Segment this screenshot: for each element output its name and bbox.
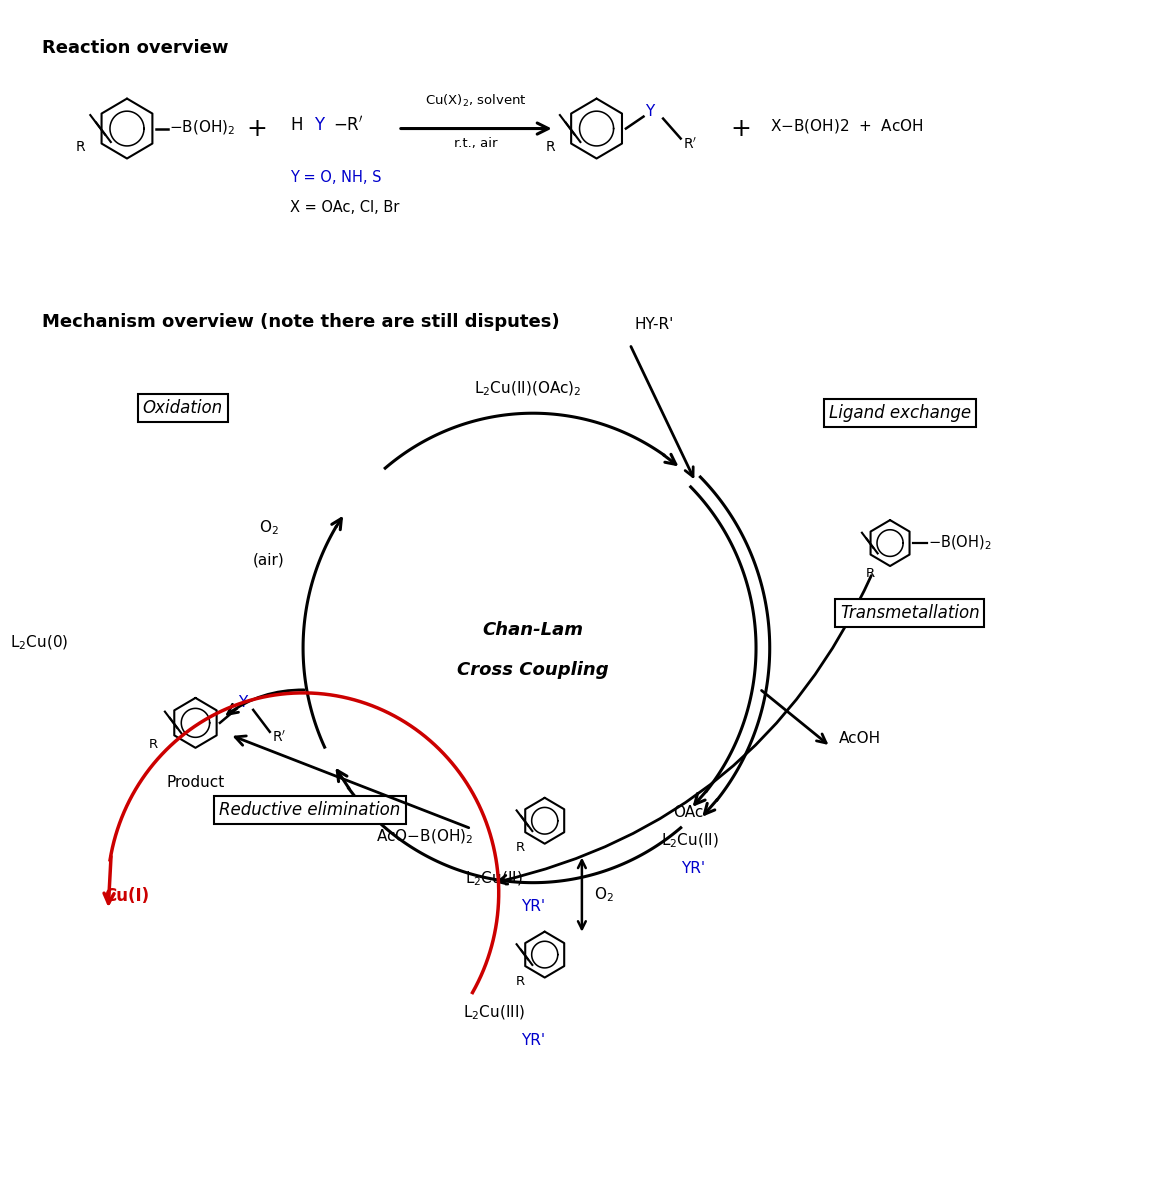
Text: Y: Y: [314, 115, 324, 133]
Text: Y = O, NH, S: Y = O, NH, S: [290, 170, 382, 186]
Text: Reaction overview: Reaction overview: [41, 38, 229, 56]
Text: Mechanism overview (note there are still disputes): Mechanism overview (note there are still…: [41, 314, 560, 332]
Text: Transmetallation: Transmetallation: [840, 604, 980, 622]
Text: L$_2$Cu(II)(OAc)$_2$: L$_2$Cu(II)(OAc)$_2$: [474, 380, 582, 398]
Text: Y: Y: [645, 104, 654, 119]
Text: O$_2$: O$_2$: [259, 519, 278, 538]
Text: Y: Y: [238, 695, 247, 710]
Text: R$'$: R$'$: [271, 731, 286, 745]
Text: L$_2$Cu(0): L$_2$Cu(0): [10, 634, 68, 652]
Text: R: R: [148, 738, 158, 751]
Text: $-$R$^\prime$: $-$R$^\prime$: [334, 115, 365, 134]
Text: R: R: [546, 139, 555, 153]
Text: +: +: [730, 116, 751, 140]
Text: L$_2$Cu(II): L$_2$Cu(II): [465, 870, 523, 888]
Text: O$_2$: O$_2$: [593, 885, 613, 904]
Text: $-$B(OH)$_2$: $-$B(OH)$_2$: [169, 119, 236, 137]
Text: +: +: [246, 116, 268, 140]
Text: R: R: [866, 567, 875, 580]
Text: Chan-Lam: Chan-Lam: [483, 621, 583, 639]
Text: AcOH: AcOH: [838, 731, 881, 746]
Text: R: R: [515, 841, 524, 854]
Text: Reductive elimination: Reductive elimination: [220, 800, 400, 818]
Text: R: R: [515, 975, 524, 988]
Text: H: H: [290, 115, 302, 133]
Text: r.t., air: r.t., air: [454, 137, 498, 150]
Text: YR': YR': [521, 900, 545, 914]
Text: $-$B(OH)$_2$: $-$B(OH)$_2$: [928, 534, 992, 552]
Text: Cu(X)$_2$, solvent: Cu(X)$_2$, solvent: [426, 92, 527, 109]
Text: X$-$B(OH)2  +  AcOH: X$-$B(OH)2 + AcOH: [769, 116, 923, 134]
Text: Cu(I): Cu(I): [105, 887, 150, 904]
Text: OAc: OAc: [673, 805, 704, 821]
Text: Ligand exchange: Ligand exchange: [829, 404, 971, 422]
Text: R: R: [76, 139, 86, 153]
Text: L$_2$Cu(II): L$_2$Cu(II): [661, 831, 719, 849]
Text: L$_2$Cu(III): L$_2$Cu(III): [462, 1003, 524, 1022]
Text: R$^\prime$: R$^\prime$: [683, 137, 697, 152]
Text: X = OAc, Cl, Br: X = OAc, Cl, Br: [290, 200, 400, 216]
Text: Oxidation: Oxidation: [143, 399, 223, 417]
Text: (air): (air): [253, 552, 285, 568]
Text: AcO$-$B(OH)$_2$: AcO$-$B(OH)$_2$: [376, 828, 474, 846]
Text: Product: Product: [167, 775, 224, 789]
Text: YR': YR': [521, 1033, 545, 1048]
Text: YR': YR': [681, 861, 705, 876]
Text: HY-R': HY-R': [635, 317, 674, 332]
Text: Cross Coupling: Cross Coupling: [458, 661, 608, 679]
